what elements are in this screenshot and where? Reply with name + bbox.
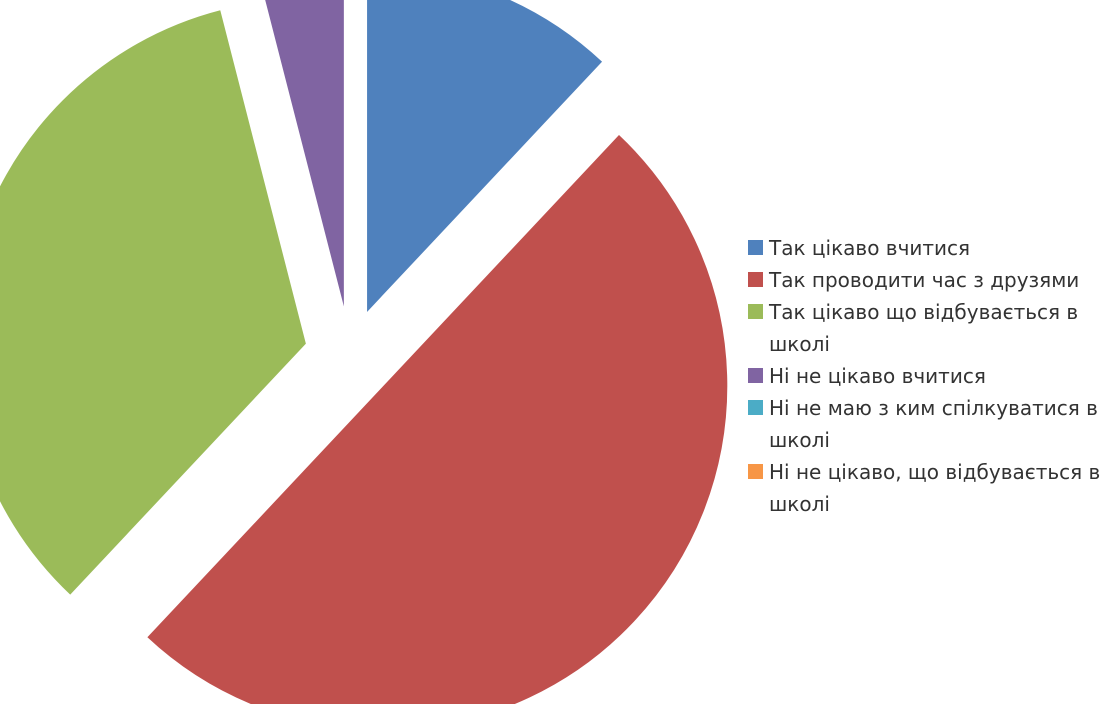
pie-slice-3 <box>0 9 307 597</box>
legend-swatch <box>748 464 763 479</box>
legend-label: Ні не цікаво вчитися <box>769 364 986 388</box>
legend-label: Ні не маю з ким спілкуватися в школі <box>769 396 1098 452</box>
legend-item-4: Ні не цікаво вчитися <box>748 360 1110 392</box>
legend-label: Так цікаво вчитися <box>769 236 971 260</box>
legend-swatch <box>748 368 763 383</box>
legend-item-1: Так цікаво вчитися <box>748 232 1110 264</box>
pie-slice-2 <box>145 133 729 704</box>
legend-label: Ні не цікаво, що відбувається в школі <box>769 460 1101 516</box>
legend-swatch <box>748 240 763 255</box>
legend-item-6: Ні не цікаво, що відбувається в школі <box>748 456 1110 520</box>
legend: Так цікаво вчитися Так проводити час з др… <box>748 232 1110 520</box>
legend-swatch <box>748 304 763 319</box>
pie-slice-4 <box>264 0 345 311</box>
pie-slice-1 <box>366 0 604 315</box>
legend-swatch <box>748 272 763 287</box>
legend-swatch <box>748 400 763 415</box>
legend-label: Так проводити час з друзями <box>769 268 1080 292</box>
legend-label: Так цікаво що відбувається в школі <box>769 300 1079 356</box>
legend-item-3: Так цікаво що відбувається в школі <box>748 296 1110 360</box>
legend-item-5: Ні не маю з ким спілкуватися в школі <box>748 392 1110 456</box>
legend-item-2: Так проводити час з друзями <box>748 264 1110 296</box>
